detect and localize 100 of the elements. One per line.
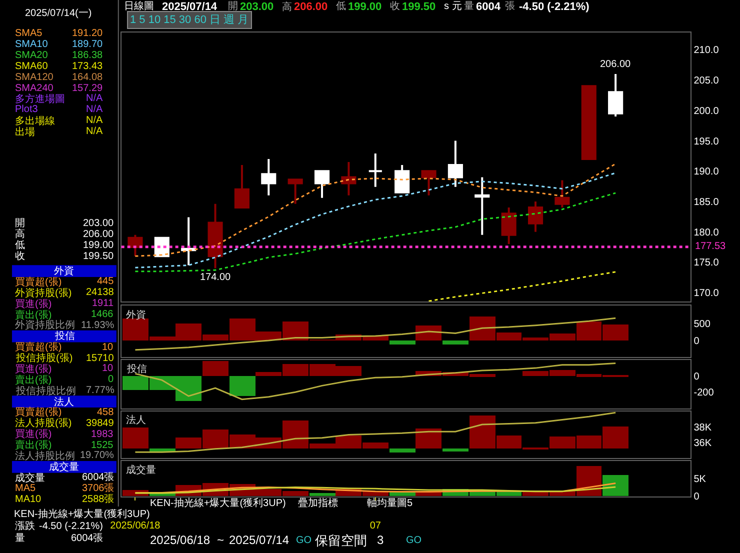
- text: 買賣超(張): [15, 276, 62, 288]
- line-series: [134, 163, 616, 257]
- y-tick-label: 185.0: [694, 196, 720, 208]
- text: 1911: [92, 298, 114, 309]
- candlestick: [608, 72, 624, 118]
- text: 2025/07/14: [162, 1, 218, 13]
- candlestick: [261, 158, 276, 196]
- text: 6004張: [82, 472, 114, 483]
- text: 3706張: [82, 483, 114, 494]
- text: 日線圖: [124, 1, 154, 12]
- text: 11.93%: [81, 320, 114, 331]
- text: 成交量: [15, 472, 45, 484]
- text: 206.00: [83, 229, 114, 240]
- text: 外資: [54, 265, 74, 277]
- y-tick-label: 180.0: [694, 227, 720, 238]
- y-tick-label: 38K: [694, 422, 712, 434]
- text: Plot3: [15, 104, 38, 115]
- text: 199.00: [83, 240, 114, 251]
- text: ~: [217, 533, 224, 547]
- text: 投信: [54, 330, 75, 342]
- text: 173.43: [72, 61, 104, 72]
- candlestick: [181, 216, 196, 266]
- bar: [122, 427, 148, 448]
- y-tick-label: 0: [694, 491, 700, 502]
- line-series: [134, 486, 616, 494]
- bar: [389, 448, 416, 452]
- candlestick: [501, 206, 516, 245]
- text: 2588張: [82, 494, 114, 505]
- candlestick: [528, 200, 544, 233]
- text: 199.00: [348, 1, 382, 13]
- text: 買進(張): [15, 363, 52, 375]
- text: N/A: [86, 126, 103, 137]
- text: N/A: [86, 115, 103, 126]
- text: 保留空間: [315, 533, 367, 548]
- text: 外資持股比例: [15, 319, 75, 331]
- bar: [415, 428, 442, 448]
- chart-title: 法人: [126, 414, 146, 426]
- text: SMA10: [15, 39, 48, 50]
- text: SMA120: [15, 72, 54, 83]
- text: -4.50 (-2.21%): [519, 1, 590, 13]
- text: 外資持股(張): [15, 287, 72, 299]
- text: 1983: [91, 429, 114, 440]
- y-tick-label: 36K: [694, 438, 712, 450]
- candlestick: [394, 164, 410, 194]
- ref-line-label: 177.53: [695, 241, 726, 252]
- line-series: [134, 172, 616, 268]
- text: 投信持股(張): [15, 352, 73, 364]
- y-tick-label: 175.0: [694, 258, 720, 269]
- text: 157.29: [72, 83, 104, 94]
- line-series: [428, 271, 616, 302]
- y-tick-label: -200: [694, 388, 714, 399]
- text: 高: [15, 228, 25, 240]
- bar: [442, 448, 468, 452]
- text: 2025/07/14(一): [25, 8, 92, 19]
- text: 法人持股比例: [15, 450, 75, 462]
- text: 買進(張): [15, 428, 52, 440]
- candlestick: [421, 170, 436, 196]
- text: 買賣超(張): [15, 406, 62, 418]
- text: 低: [15, 240, 25, 251]
- candlestick: [368, 152, 383, 188]
- text: 10: [102, 363, 114, 374]
- text: 開: [228, 1, 238, 12]
- y-tick-label: 205.0: [694, 76, 720, 87]
- text: 高: [282, 1, 292, 13]
- y-tick-label: 5K: [694, 474, 706, 486]
- text: 賣出(張): [15, 374, 52, 386]
- text: 199.50: [402, 1, 436, 13]
- text: 軸均量圖5: [367, 497, 413, 509]
- candlestick: [234, 164, 250, 209]
- text: 191.20: [72, 28, 104, 39]
- text: 189.70: [72, 39, 104, 50]
- text: MA10: [15, 494, 42, 505]
- y-tick-label: 170.0: [694, 288, 720, 300]
- text: 買進(張): [15, 298, 52, 310]
- text: 開: [15, 218, 25, 229]
- text: 15710: [86, 353, 114, 364]
- text: GO: [296, 535, 312, 546]
- text: 6004張: [71, 533, 104, 544]
- chart-title: 投信: [126, 363, 147, 375]
- candlestick: [448, 140, 463, 188]
- text: 低: [336, 1, 346, 12]
- text: 0: [108, 374, 114, 385]
- candlestick: [474, 176, 490, 236]
- bar: [309, 492, 336, 496]
- text: 賣出(張): [15, 439, 52, 451]
- annotation: 174.00: [200, 272, 232, 283]
- text: 1466: [91, 309, 114, 320]
- text: 6004: [476, 1, 502, 13]
- text: 收: [15, 251, 25, 262]
- bar: [149, 448, 176, 452]
- text: 疊加指標: [298, 497, 338, 509]
- text: 206.00: [294, 1, 328, 13]
- text: 19.70%: [80, 450, 114, 461]
- candlestick: [288, 178, 303, 205]
- bar: [602, 474, 628, 496]
- bar: [229, 376, 256, 396]
- chart-title: 外資: [126, 309, 146, 321]
- text: 24138: [86, 287, 114, 298]
- text: 法人: [54, 396, 74, 408]
- text: 漲跌: [15, 520, 35, 532]
